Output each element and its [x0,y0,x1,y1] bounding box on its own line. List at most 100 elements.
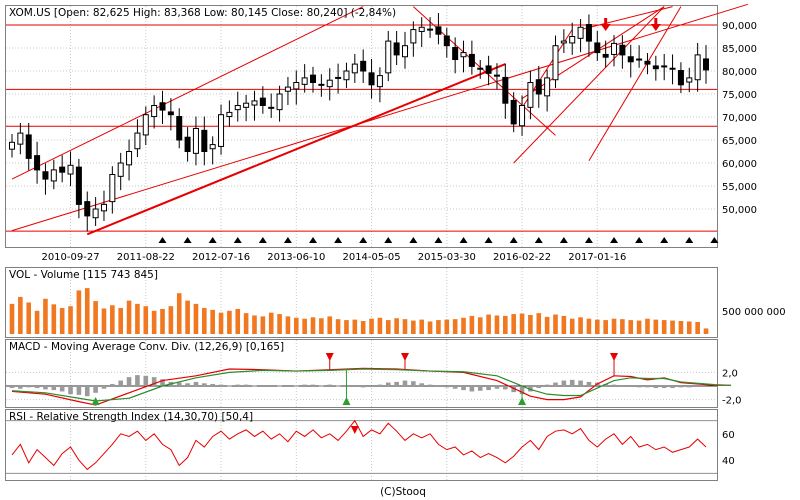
macd-histogram-bar [503,386,508,390]
macd-histogram-bar [519,386,525,395]
volume-bar [34,310,40,334]
volume-bar [319,318,324,334]
candle-body [644,60,651,65]
candle-body [34,155,41,171]
price-trend-line-8 [588,6,682,161]
price-x-tick-label: 2013-06-10 [267,252,325,263]
volume-bar [68,306,73,334]
candle-body [126,151,133,166]
macd-signal-line [11,368,732,402]
bottom-triangle-marker [685,237,694,243]
candle-body [427,28,434,31]
macd-histogram-bar [310,384,316,386]
macd-histogram-bar [419,383,425,386]
macd-histogram-bar [636,386,642,388]
volume-bar [411,320,416,334]
candle-body [661,65,668,68]
candle-body [335,76,342,79]
volume-bar [636,320,642,334]
macd-y-tick-label: -2,0 [722,396,742,407]
volume-bar [268,312,274,334]
bottom-triangle-marker [283,237,292,243]
macd-histogram-bar [536,386,542,389]
candle-body [677,70,684,86]
candle-body [100,203,107,212]
price-y-tick-label: 65,000 [722,136,757,147]
macd-histogram-bar [427,384,433,386]
volume-bar [419,319,425,334]
volume-bar [101,308,107,334]
volume-bar [703,328,709,334]
bottom-triangle-marker [459,237,468,243]
macd-histogram-bar [252,385,257,387]
macd-histogram-bar [135,375,140,386]
volume-bar [160,308,165,334]
volume-bar [293,317,299,334]
candle-body [209,144,216,150]
price-x-tick-label: 2015-03-30 [418,252,476,263]
price-x-tick-label: 2017-01-16 [568,252,626,263]
macd-histogram-bar [494,386,500,389]
candle-body [401,45,408,58]
macd-histogram-bar [544,384,550,386]
candle-body [50,169,57,182]
volume-bar [528,314,533,334]
macd-histogram-bar [26,386,32,388]
volume-bar [486,314,491,334]
macd-histogram-bar [352,386,358,387]
bottom-triangle-marker [334,237,343,243]
candle-body [477,67,484,70]
macd-histogram-bar [703,386,709,387]
price-y-tick-label: 75,000 [722,90,757,101]
candle-body [611,42,618,55]
volume-bar [227,310,232,334]
macd-histogram-bar [235,384,241,386]
macd-histogram-bar [51,386,57,391]
volume-bar [143,306,149,334]
macd-histogram-bar [110,383,115,386]
candle-body [636,58,643,61]
volume-bar [461,317,466,334]
price-trend-line-1 [11,6,364,180]
volume-bar [427,321,433,334]
bottom-triangle-marker [584,237,593,243]
candle-body [142,114,149,136]
macd-histogram-bar [461,386,466,391]
price-x-tick-label: 2016-02-22 [493,252,551,263]
macd-y-tick-label: 2,0 [722,368,738,379]
macd-histogram-bar [193,381,199,386]
macd-histogram-bar [611,384,617,386]
volume-bar [193,303,199,334]
macd-histogram-bar [678,386,684,388]
volume-bar [569,318,575,334]
macd-histogram-bar [185,383,190,386]
macd-histogram-bar [586,381,592,386]
price-trend-line-2 [86,63,506,236]
volume-bar [210,309,215,334]
macd-histogram-bar [561,380,567,386]
price-y-tick-label: 70,000 [722,113,757,124]
candle-body [452,47,459,61]
volume-panel-title: VOL - Volume [115 743 845] [9,269,158,281]
candle-body [510,99,517,125]
rsi-y-tick-label: 40 [722,456,735,467]
volume-bar [243,313,249,334]
volume-bar [544,316,550,334]
volume-bar [369,318,374,334]
volume-bar [385,320,391,334]
macd-histogram-bar [377,384,383,386]
candle-body [251,100,258,106]
price-trend-line-7 [580,6,673,31]
candle-body [585,24,592,42]
price-y-tick-label: 90,000 [722,21,757,32]
macd-histogram-bar [444,386,450,388]
candle-body [284,86,291,92]
volume-bar [168,306,174,334]
top-down-arrow-marker [650,18,661,31]
volume-bar [653,319,659,334]
candle-body [418,26,425,32]
candle-body [326,79,333,88]
candle-body [569,36,576,44]
volume-bar [59,308,65,334]
